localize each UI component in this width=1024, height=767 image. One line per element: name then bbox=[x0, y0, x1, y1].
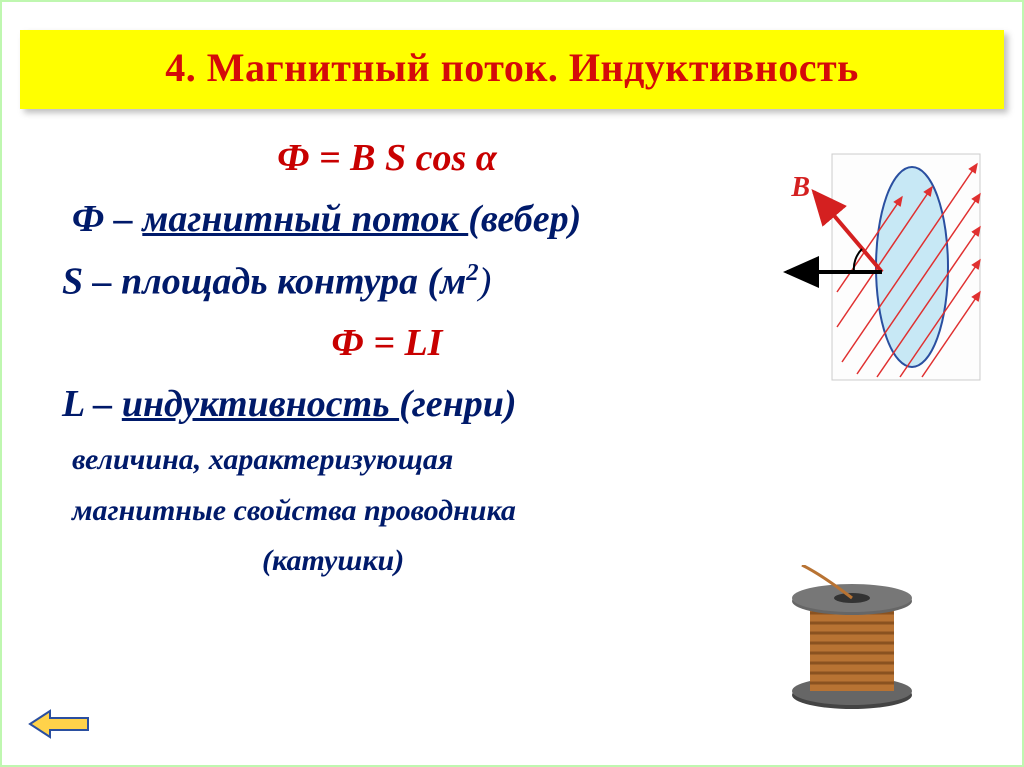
flux-diagram bbox=[782, 152, 982, 382]
unit-phi: (вебер) bbox=[468, 198, 581, 240]
back-arrow-button[interactable] bbox=[28, 709, 90, 739]
close-s: ) bbox=[479, 260, 492, 302]
sym-s: S – bbox=[62, 260, 121, 302]
term-l: индуктивность bbox=[122, 383, 399, 425]
desc-line-1: величина, характеризующая bbox=[62, 440, 982, 481]
unit-l: (генри) bbox=[399, 383, 516, 425]
title-bar: 4. Магнитный поток. Индуктивность bbox=[20, 30, 1004, 109]
sup-s: 2 bbox=[466, 259, 478, 286]
term-s: площадь контура (м bbox=[121, 260, 466, 302]
sym-l: L – bbox=[62, 383, 122, 425]
def-l: L – индуктивность (генри) bbox=[62, 379, 982, 430]
sym-phi: Ф – bbox=[72, 198, 142, 240]
page-title: 4. Магнитный поток. Индуктивность bbox=[30, 44, 994, 91]
term-phi: магнитный поток bbox=[142, 198, 468, 240]
desc-line-2: магнитные свойства проводника bbox=[62, 491, 982, 532]
coil-image bbox=[772, 565, 932, 715]
